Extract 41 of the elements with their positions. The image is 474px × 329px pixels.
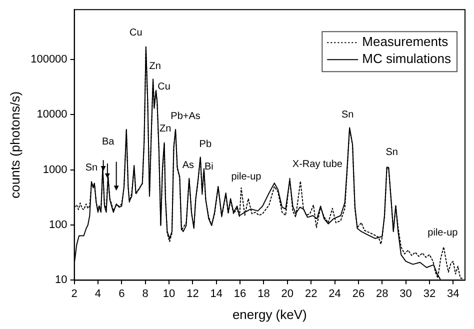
x-tick-label: 18 (258, 288, 270, 300)
x-tick-label: 20 (281, 288, 294, 300)
annotation: X-Ray tube (292, 159, 343, 170)
legend-label: Measurements (362, 34, 449, 50)
annotation: Zn (149, 60, 161, 72)
x-tick-label: 8 (142, 288, 148, 300)
annotation: Sn (85, 162, 98, 174)
x-tick-label: 4 (94, 288, 102, 300)
legend-label: MC simulations (362, 51, 452, 66)
x-tick-label: 22 (304, 288, 318, 300)
annotation: Bi (204, 161, 214, 172)
x-tick-label: 10 (162, 288, 176, 300)
x-tick-label: 34 (447, 288, 460, 300)
x-tick-label: 6 (118, 288, 125, 300)
annotation: Pb+As (170, 111, 200, 122)
annotation: Zn (159, 123, 172, 134)
x-tick-label: 26 (352, 288, 365, 300)
x-tick-label: 2 (71, 288, 78, 300)
x-tick-label: 30 (400, 288, 412, 300)
annotation: Cu (158, 82, 170, 93)
annotation: Sn (386, 146, 398, 158)
annotation: Pb (199, 138, 212, 150)
x-tick-label: 24 (328, 288, 341, 300)
y-tick-label: 10000 (36, 108, 68, 121)
x-tick-label: 28 (376, 288, 388, 300)
x-tick-label: 14 (210, 288, 222, 300)
annotation: Ba (102, 136, 115, 148)
y-tick-label: 100 (48, 219, 68, 232)
y-axis-title: counts (photons/s) (7, 91, 22, 198)
annotation: Sn (341, 109, 354, 120)
annotation: As (182, 160, 194, 172)
x-tick-label: 12 (186, 288, 199, 300)
y-tick-label: 10 (55, 274, 68, 286)
x-axis-title: energy (keV) (232, 306, 307, 322)
y-tick-label: 100000 (30, 53, 68, 66)
annotation: pile-up (231, 172, 262, 183)
x-tick-label: 16 (234, 288, 246, 300)
y-tick-label: 1000 (42, 164, 68, 176)
x-tick-label: 32 (423, 288, 436, 300)
annotation: Cu (130, 27, 142, 38)
annotation: pile-up (428, 228, 458, 239)
